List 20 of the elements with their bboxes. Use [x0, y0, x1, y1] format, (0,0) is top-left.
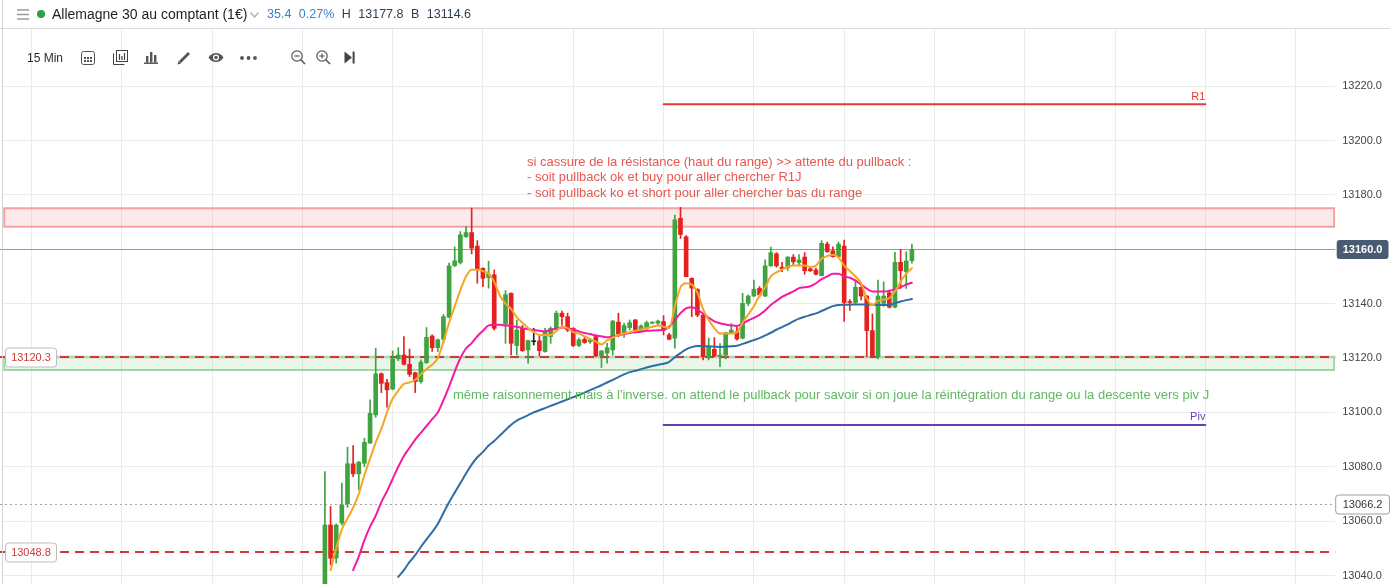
annotation: 15 Min	[27, 51, 64, 65]
y-tick-label: 13040.0	[1342, 568, 1382, 581]
y-tick-label: 13100.0	[1342, 405, 1382, 418]
annotation: même raisonnement mais à l'inverse. on attend le pullback pour savoir si on joue la réintégration du range ou la descente vers piv J	[453, 387, 1210, 403]
series-label: R1	[1191, 89, 1206, 102]
y-tick-label: 13120.0	[1342, 351, 1382, 364]
y-tick-label: 13200.0	[1342, 133, 1382, 146]
y-tick-label: 13080.0	[1342, 459, 1382, 472]
ref-line-label: 13120.3	[11, 351, 51, 364]
chart-title: Allemagne 30 au comptant (1€)	[52, 6, 248, 22]
y-tick-label: 13060.0	[1342, 514, 1382, 527]
annotation: si cassure de la résistance (haut du range) >> attente du pullback : - soit pullback ok et buy pour aller chercher R1J - soit pullback ko et short pour aller chercher bas du range	[527, 153, 912, 200]
chart-subtitle: 35.4 0.27% H 13177.8 B 13114.6	[267, 7, 472, 21]
y-tick-label: 13220.0	[1342, 79, 1382, 92]
ref-line-label: 13160.0	[1342, 243, 1383, 256]
ref-line-label: 13066.2	[1342, 498, 1383, 511]
y-tick-label: 13180.0	[1342, 187, 1382, 200]
ref-line-label: 13048.8	[11, 546, 51, 559]
y-tick-label: 13140.0	[1342, 296, 1382, 309]
series-label: Piv	[1190, 410, 1206, 423]
